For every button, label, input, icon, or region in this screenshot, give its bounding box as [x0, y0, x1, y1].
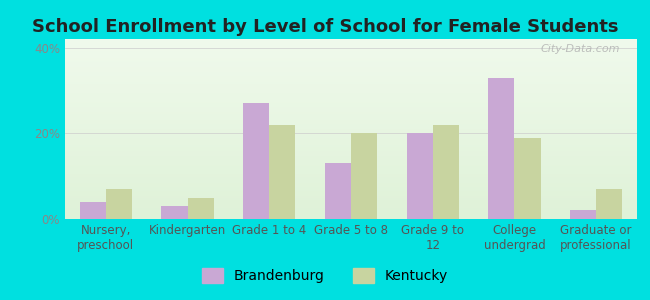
Bar — [188, 198, 214, 219]
Text: School Enrollment by Level of School for Female Students: School Enrollment by Level of School for… — [32, 18, 618, 36]
Text: City-Data.com: City-Data.com — [540, 44, 620, 54]
Bar — [514, 138, 541, 219]
Bar — [325, 163, 351, 219]
Bar — [433, 125, 459, 219]
Bar — [80, 202, 106, 219]
Bar — [106, 189, 132, 219]
Bar — [570, 210, 596, 219]
Bar — [596, 189, 622, 219]
Bar — [243, 103, 269, 219]
Bar — [488, 78, 514, 219]
Legend: Brandenburg, Kentucky: Brandenburg, Kentucky — [195, 261, 455, 290]
Bar — [269, 125, 296, 219]
Bar — [406, 133, 433, 219]
Bar — [161, 206, 188, 219]
Bar — [351, 133, 377, 219]
